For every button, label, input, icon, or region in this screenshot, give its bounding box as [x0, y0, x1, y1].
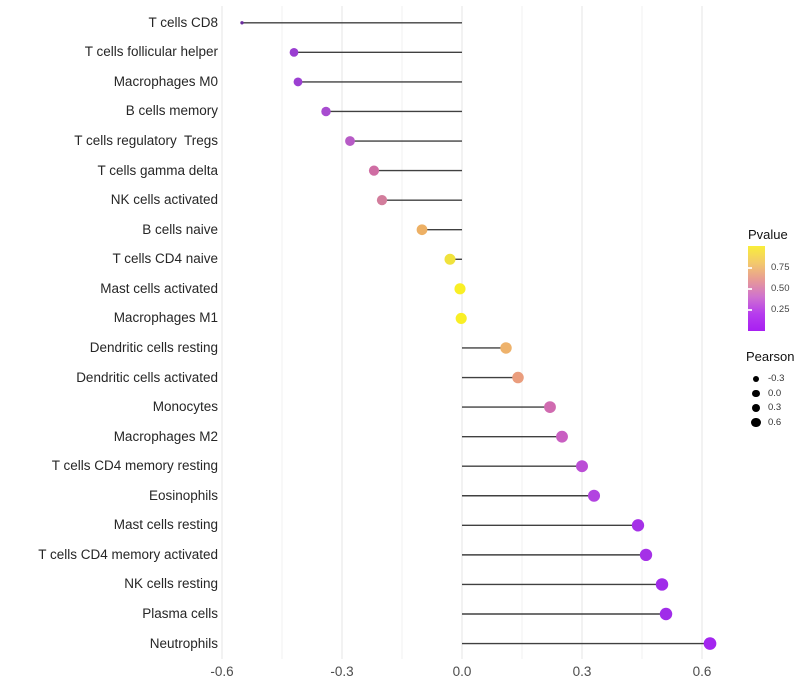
data-point	[703, 637, 717, 650]
pvalue-legend-title: Pvalue	[748, 227, 788, 242]
x-axis-tick-label: 0.3	[572, 664, 592, 679]
colorbar-tick-label: 0.75	[771, 261, 790, 273]
data-point	[500, 342, 512, 354]
y-axis-label: Plasma cells	[142, 606, 218, 621]
colorbar-tick	[748, 266, 752, 269]
pearson-legend-title: Pearson	[746, 349, 795, 364]
y-axis-label: T cells CD4 naive	[112, 251, 218, 267]
data-point	[631, 519, 645, 532]
x-axis-tick-label: -0.6	[210, 664, 234, 679]
size-legend-label: 0.6	[768, 416, 782, 428]
y-axis-label: Dendritic cells resting	[89, 339, 218, 355]
x-axis-tick-label: 0.6	[692, 664, 712, 679]
data-point	[240, 21, 244, 25]
data-point	[544, 401, 556, 413]
colorbar-tick-label: 0.50	[771, 282, 790, 294]
y-axis-label: T cells CD4 memory resting	[51, 458, 218, 474]
y-axis-label: NK cells activated	[110, 192, 218, 208]
y-axis-label: Dendritic cells activated	[76, 369, 218, 385]
y-axis-label: Mast cells resting	[113, 517, 218, 533]
data-point	[587, 489, 601, 502]
y-axis-label: B cells naive	[142, 221, 218, 237]
data-point	[659, 607, 673, 621]
y-axis-label: T cells CD4 memory activated	[38, 546, 218, 562]
size-legend-label: 0.3	[768, 402, 782, 413]
data-point	[368, 165, 380, 176]
y-axis-label: Mast cells activated	[100, 280, 218, 296]
data-point	[416, 224, 428, 236]
colorbar-tick-label: 0.25	[771, 303, 790, 315]
y-axis-label: NK cells resting	[124, 576, 218, 592]
data-point	[293, 77, 303, 87]
y-axis-label: Macrophages M0	[113, 73, 218, 89]
pvalue-colorbar-gradient	[748, 246, 765, 331]
size-legend-dot	[752, 389, 760, 398]
y-axis-label: B cells memory	[125, 103, 218, 119]
data-point	[321, 106, 331, 117]
data-point	[376, 195, 388, 206]
data-point	[444, 253, 456, 265]
data-point	[455, 312, 467, 324]
y-axis-label: Macrophages M2	[113, 428, 218, 444]
size-legend-label: -0.3	[768, 373, 785, 384]
size-legend-dot	[751, 417, 761, 428]
data-point	[556, 430, 568, 443]
size-legend-dot	[751, 403, 761, 413]
colorbar-tick	[748, 287, 752, 290]
data-point	[655, 578, 669, 591]
data-point	[576, 460, 588, 473]
data-point	[454, 283, 466, 295]
colorbar-tick	[748, 308, 752, 311]
y-axis-label: Monocytes	[152, 399, 218, 415]
y-axis-label: T cells gamma delta	[97, 162, 218, 178]
data-point	[289, 47, 299, 57]
y-axis-label: T cells CD8	[148, 14, 218, 30]
data-point	[512, 371, 524, 384]
data-point	[639, 548, 653, 562]
y-axis-label: Eosinophils	[148, 487, 218, 503]
x-axis-tick-label: -0.3	[330, 664, 354, 679]
size-legend-dot	[753, 376, 759, 382]
y-axis-label: Neutrophils	[149, 635, 218, 651]
x-axis-tick-label: 0.0	[452, 664, 472, 679]
data-point	[345, 136, 355, 146]
size-legend-label: 0.0	[768, 387, 782, 399]
y-axis-label: Macrophages M1	[113, 310, 218, 326]
y-axis-label: T cells regulatory Tregs	[74, 133, 218, 149]
y-axis-label: T cells follicular helper	[84, 44, 218, 60]
